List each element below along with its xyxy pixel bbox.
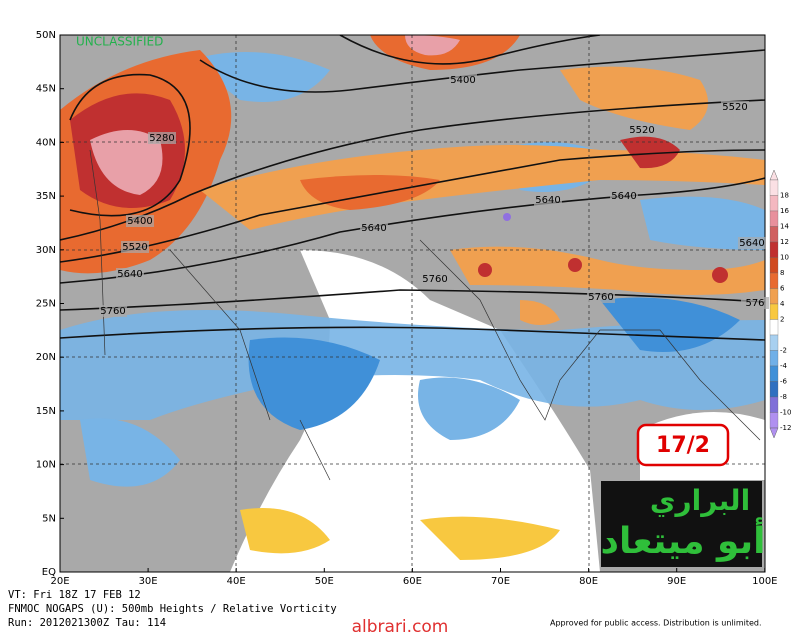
contour-label: 5520 [722,102,747,113]
contour-label: 5520 [629,125,654,136]
lat-label: 50N [36,30,56,41]
colorbar-segment [769,226,779,243]
colorbar-segment [769,412,779,429]
contour-label-bg [421,273,449,285]
valid-time: VT: Fri 18Z 17 FEB 12 [8,589,141,601]
contour-label: 5640 [117,269,142,280]
contour-label-bg [721,101,749,113]
colorbar-tick-label: 8 [780,269,784,277]
run: Run: 2012021300Z Tau: 114 [8,617,166,629]
lat-label: 15N [36,406,56,417]
contour-label: 5520 [122,242,147,253]
lon-label: 50E [315,576,334,587]
lon-label: 80E [579,576,598,587]
contour-label: 5280 [149,133,174,144]
contour-label-bg [610,190,638,202]
colorbar-tick-label: -2 [780,347,787,355]
colorbar-tick-label: -10 [780,409,791,417]
colorbar-segment [769,350,779,367]
lat-label: 40N [36,137,56,148]
lon-label: 20E [50,576,69,587]
contour-label-bg [99,305,127,317]
contour-label: 5760 [100,306,125,317]
lon-label: 60E [403,576,422,587]
colorbar-tick-label: 16 [780,207,789,215]
contour-label: 5640 [611,191,636,202]
lat-label: 30N [36,245,56,256]
contour-label: 5400 [127,216,152,227]
colorbar-tick-label: -8 [780,393,787,401]
colorbar-cap [769,169,779,181]
contour-label-bg [628,124,656,136]
contour-label: 5640 [535,195,560,206]
contour-label-bg [741,297,769,309]
date-stamp-box [636,423,730,467]
logo-line2: أبو ميتعاد [601,517,766,562]
colorbar: 18 16 14 12 10 8 6 4 2 -2 -4 -6 -8 -10 -12 [769,169,791,439]
colorbar-segment [769,257,779,274]
colorbar-tick-label: -4 [780,362,788,370]
colorbar-segment [769,179,779,196]
lon-label: 40E [227,576,246,587]
contour-label-bg [121,241,149,253]
contour-label: 5760 [422,274,447,285]
colorbar-tick-label: -6 [780,378,788,386]
lat-label: EQ [42,567,56,578]
colorbar-segment [769,288,779,305]
lon-label: 30E [139,576,158,587]
colorbar-tick-label: 18 [780,192,789,200]
colorbar-segment [769,334,779,351]
contour-label-bg [449,74,477,86]
logo-line1: البراري [650,484,750,517]
lat-label: 45N [36,84,56,95]
colorbar-tick-label: -12 [780,424,791,432]
colorbar-tick-label: 2 [780,316,784,324]
colorbar-segment [769,210,779,227]
colorbar-segment [769,381,779,398]
lon-label: 90E [667,576,686,587]
colorbar-cap [769,427,779,439]
lon-label: 100E [752,576,777,587]
colorbar-tick-label: 10 [780,254,789,262]
colorbar-segment [769,319,779,336]
contour-label-bg [534,194,562,206]
colorbar-segment [769,272,779,289]
colorbar-segment [769,396,779,413]
contour-label-bg [116,268,144,280]
lat-label: 35N [36,191,56,202]
contour-label: 5760 [588,292,613,303]
lat-label: 5N [42,513,56,524]
colorbar-segment [769,365,779,382]
logo-box [601,481,762,567]
contour-label-bg [148,132,176,144]
contour-label: 5400 [450,75,475,86]
product: FNMOC NOGAPS (U): 500mb Heights / Relati… [8,603,337,615]
contour-label-bg [360,222,388,234]
lat-label: 10N [36,460,56,471]
contour-label-bg [587,291,615,303]
watermark: UNCLASSIFIED [76,35,163,49]
contour-label: 576 [745,298,764,309]
colorbar-tick-label: 12 [780,238,789,246]
lat-label: 25N [36,299,56,310]
date-stamp: 17/2 [656,433,710,458]
colorbar-tick-label: 14 [780,223,789,231]
colorbar-tick-label: 6 [780,285,785,293]
contour-label-bg [126,215,154,227]
lat-label: 20N [36,352,56,363]
colorbar-tick-label: 4 [780,300,785,308]
contour-label-bg [738,237,766,249]
contour-label: 5640 [739,238,764,249]
site: albrari.com [352,617,449,636]
lon-label: 70E [491,576,510,587]
contour-label: 5640 [361,223,386,234]
colorbar-segment [769,195,779,212]
colorbar-segment [769,241,779,258]
colorbar-segment [769,303,779,320]
notice: Approved for public access. Distribution… [550,619,762,628]
